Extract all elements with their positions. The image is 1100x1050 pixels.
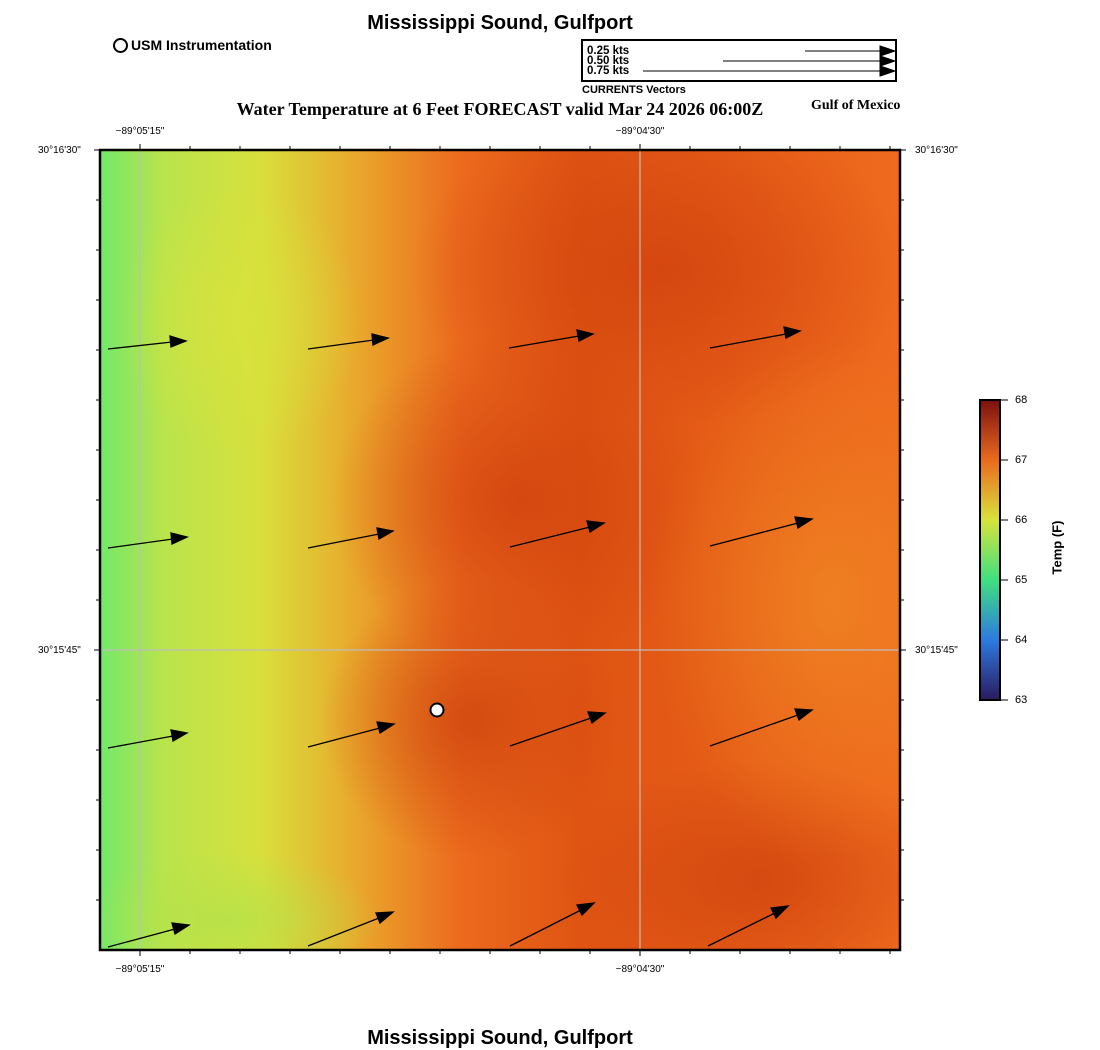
current-scale-box: 0.25 kts 0.50 kts 0.75 kts — [581, 39, 897, 82]
lat-label-right-2: 30°15'45" — [915, 645, 958, 656]
usm-station-marker — [429, 702, 445, 718]
scale-label-3: 0.75 kts — [587, 65, 630, 77]
scale-label-2: 0.50 kts — [587, 55, 630, 67]
colorbar-title: Temp (F) — [1049, 520, 1065, 575]
map-title: Water Temperature at 6 Feet FORECAST val… — [236, 99, 764, 119]
lat-label-left-2: 30°15'45" — [38, 645, 81, 656]
colorbar-tick-68: 68 — [1015, 394, 1028, 406]
region-label: Gulf of Mexico — [811, 98, 901, 113]
colorbar — [979, 399, 1001, 701]
colorbar-tick-67: 67 — [1015, 454, 1028, 466]
colorbar-tick-66: 66 — [1015, 514, 1028, 526]
station-title: Mississippi Sound, Gulfport — [367, 12, 633, 34]
scale-arrows — [643, 45, 895, 77]
lon-label-bottom-2: −89°04'30" — [615, 964, 665, 975]
lat-label-right-1: 30°16'30" — [915, 145, 958, 156]
usm-legend-label: USM Instrumentation — [131, 37, 272, 53]
usm-legend: USM Instrumentation — [113, 37, 272, 53]
lon-label-top-1: −89°05'15" — [115, 126, 165, 137]
usm-station-icon — [113, 37, 128, 53]
lat-label-left-1: 30°16'30" — [38, 145, 81, 156]
currents-label: CURRENTS Vectors — [582, 84, 686, 96]
footer-station-title: Mississippi Sound, Gulfport — [367, 1027, 633, 1049]
colorbar-tick-63: 63 — [1015, 694, 1028, 706]
lon-label-top-2: −89°04'30" — [615, 126, 665, 137]
colorbar-tick-65: 65 — [1015, 574, 1028, 586]
scale-label-1: 0.25 kts — [587, 45, 630, 57]
current-vectors — [107, 326, 814, 948]
colorbar-tick-64: 64 — [1015, 634, 1028, 646]
lon-label-bottom-1: −89°05'15" — [115, 964, 165, 975]
